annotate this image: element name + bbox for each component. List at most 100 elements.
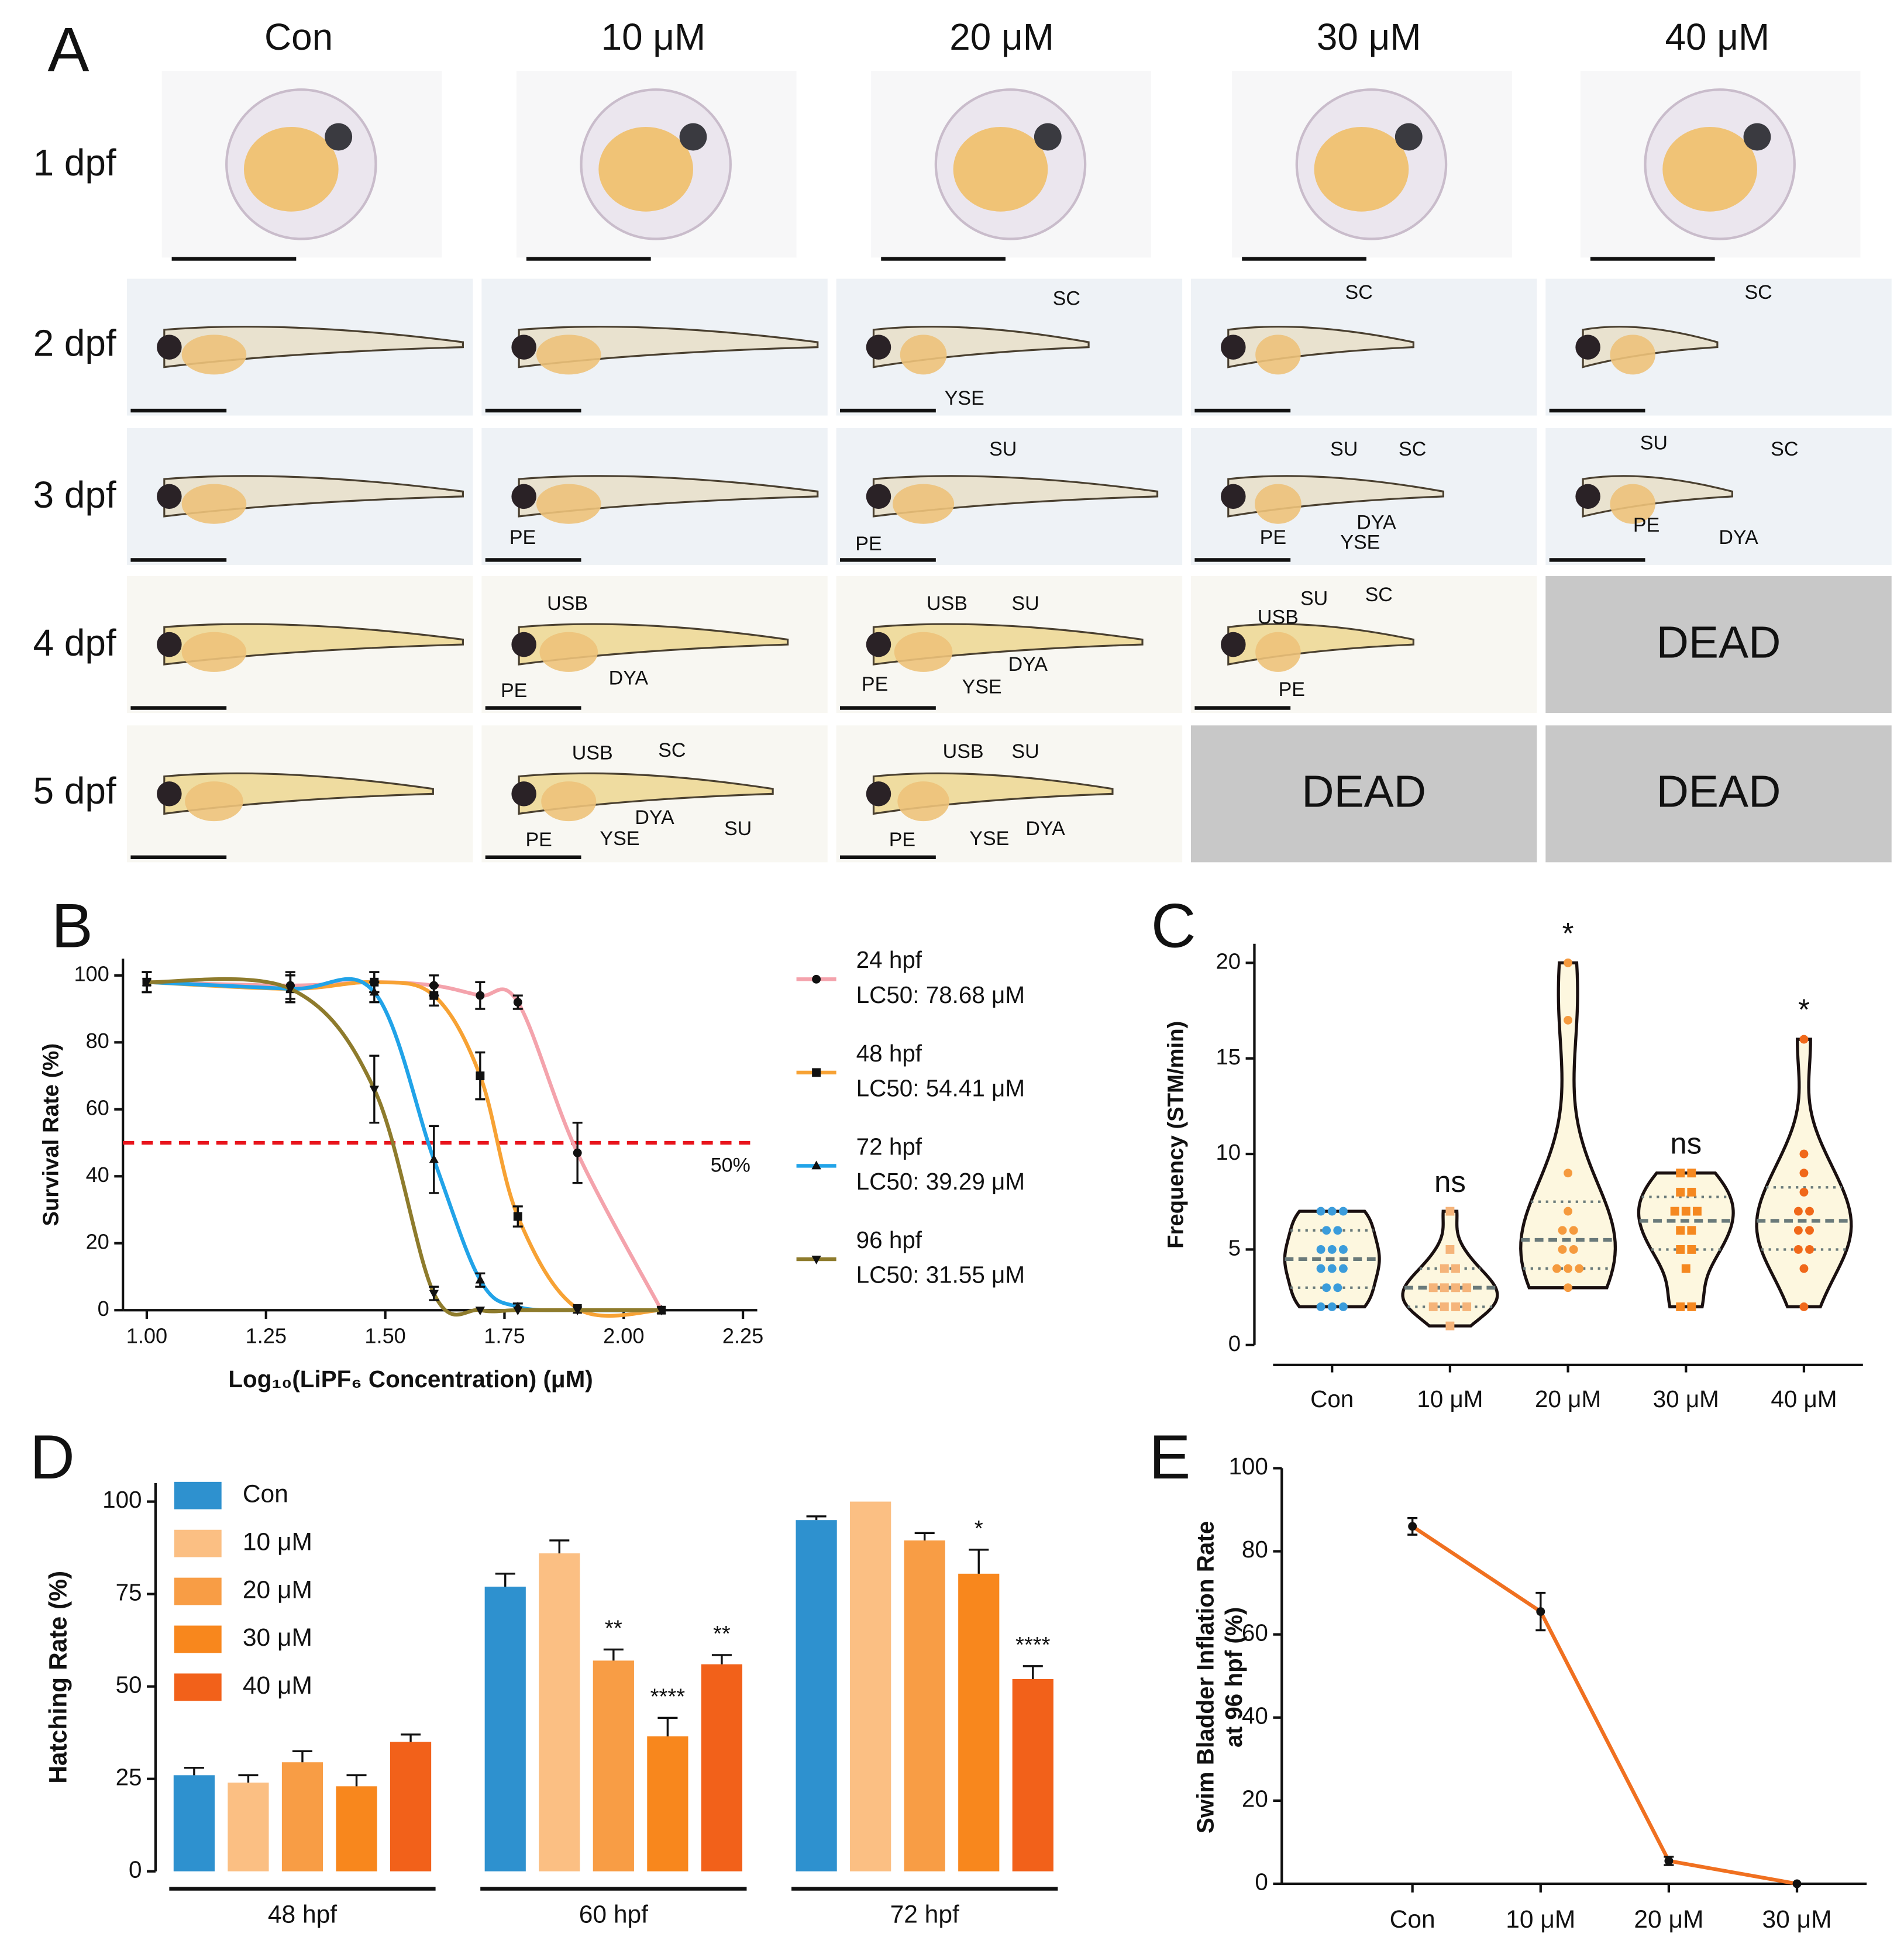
marker bbox=[1687, 1226, 1696, 1235]
x-tick-label: 10 μM bbox=[1417, 1385, 1483, 1412]
bar bbox=[850, 1501, 891, 1871]
eye bbox=[511, 335, 536, 360]
marker bbox=[513, 998, 522, 1007]
marker bbox=[1564, 1283, 1573, 1292]
y-axis-title: Frequency (STM/min) bbox=[1163, 1021, 1189, 1249]
marker bbox=[1676, 1226, 1685, 1235]
significance: ** bbox=[713, 1621, 731, 1646]
marker bbox=[1805, 1245, 1814, 1254]
marker bbox=[812, 974, 821, 984]
bar bbox=[484, 1586, 526, 1871]
y-tick-label: 100 bbox=[102, 1486, 142, 1513]
y-tick-label: 20 bbox=[1242, 1786, 1268, 1812]
y-tick-label: 15 bbox=[1216, 1045, 1241, 1070]
marker bbox=[1687, 1187, 1696, 1197]
marker bbox=[1333, 1283, 1342, 1292]
annotation: DYA bbox=[635, 806, 674, 829]
panel-letter: E bbox=[1149, 1422, 1190, 1492]
dead-label: DEAD bbox=[1657, 767, 1781, 817]
yolk bbox=[894, 632, 953, 672]
y-tick-label: 80 bbox=[86, 1029, 109, 1053]
y-tick-label: 5 bbox=[1228, 1236, 1241, 1261]
annotation: SC bbox=[1744, 281, 1772, 304]
marker bbox=[1799, 1302, 1809, 1311]
marker bbox=[1338, 1207, 1348, 1216]
bar bbox=[173, 1775, 215, 1871]
marker bbox=[1564, 1015, 1573, 1025]
y-axis-title: Hatching Rate (%) bbox=[44, 1571, 72, 1784]
legend-swatch bbox=[174, 1625, 222, 1653]
x-tick-label: 2.25 bbox=[722, 1324, 763, 1348]
marker bbox=[573, 1148, 582, 1157]
marker bbox=[1681, 1264, 1690, 1273]
marker bbox=[1564, 1169, 1573, 1178]
annotation: YSE bbox=[969, 828, 1009, 850]
marker bbox=[1805, 1226, 1814, 1235]
panel-letter: B bbox=[51, 891, 93, 960]
error-bar bbox=[184, 1767, 204, 1776]
yolk bbox=[1314, 127, 1409, 212]
bar bbox=[281, 1762, 323, 1871]
bar bbox=[958, 1573, 1000, 1871]
column-header: Con bbox=[264, 16, 333, 58]
annotation: SC bbox=[1365, 584, 1393, 606]
eye bbox=[157, 335, 182, 360]
bar bbox=[796, 1520, 837, 1871]
marker bbox=[1692, 1207, 1702, 1216]
marker bbox=[475, 1274, 486, 1284]
significance: **** bbox=[650, 1684, 686, 1709]
marker bbox=[476, 1071, 485, 1081]
yolk bbox=[598, 127, 693, 212]
bar bbox=[1012, 1679, 1053, 1871]
marker bbox=[1564, 1264, 1573, 1273]
annotation: SU bbox=[724, 818, 752, 840]
marker bbox=[1799, 1035, 1809, 1044]
marker bbox=[1799, 1264, 1809, 1273]
legend-label: 10 μM bbox=[243, 1528, 312, 1556]
marker bbox=[475, 1307, 486, 1316]
eye bbox=[1221, 484, 1246, 509]
annotation: PE bbox=[889, 829, 915, 851]
fit-curve bbox=[146, 980, 662, 1318]
row-label: 2 dpf bbox=[33, 322, 116, 364]
x-tick-label: 30 μM bbox=[1653, 1385, 1719, 1412]
marker bbox=[1687, 1302, 1696, 1311]
column-header: 20 μM bbox=[949, 16, 1054, 58]
eye bbox=[157, 484, 182, 509]
marker bbox=[1462, 1302, 1472, 1311]
eye bbox=[866, 484, 891, 509]
marker bbox=[1676, 1245, 1685, 1254]
violin bbox=[1637, 1171, 1735, 1309]
yolk bbox=[893, 484, 955, 524]
marker bbox=[513, 1212, 522, 1221]
annotation: SC bbox=[1771, 438, 1798, 460]
marker bbox=[1327, 1207, 1337, 1216]
annotation: DYA bbox=[1025, 818, 1065, 840]
marker bbox=[1793, 1207, 1803, 1216]
x-tick-label: 60 hpf bbox=[579, 1901, 648, 1929]
y-tick-label: 20 bbox=[1216, 949, 1241, 974]
y-tick-label: 40 bbox=[86, 1163, 109, 1187]
yolk bbox=[181, 335, 247, 375]
eye bbox=[157, 632, 182, 657]
annotation: YSE bbox=[945, 387, 984, 409]
y-tick-label: 0 bbox=[98, 1297, 109, 1321]
eye bbox=[866, 335, 891, 360]
y-axis-title: Survival Rate (%) bbox=[38, 1043, 63, 1226]
marker bbox=[1536, 1607, 1545, 1616]
yolk bbox=[1662, 127, 1757, 212]
legend-label: 72 hpf bbox=[856, 1133, 922, 1160]
yolk bbox=[900, 335, 947, 375]
panel-letter: C bbox=[1151, 891, 1196, 960]
eye bbox=[511, 632, 536, 657]
annotation: PE bbox=[862, 673, 888, 695]
annotation: PE bbox=[1633, 514, 1659, 536]
legend-swatch bbox=[174, 1577, 222, 1605]
x-tick-label: 40 μM bbox=[1771, 1385, 1837, 1412]
annotation: PE bbox=[1260, 526, 1286, 549]
annotation: USB bbox=[943, 740, 984, 763]
marker bbox=[429, 1154, 439, 1163]
error-bar bbox=[1022, 1665, 1043, 1680]
